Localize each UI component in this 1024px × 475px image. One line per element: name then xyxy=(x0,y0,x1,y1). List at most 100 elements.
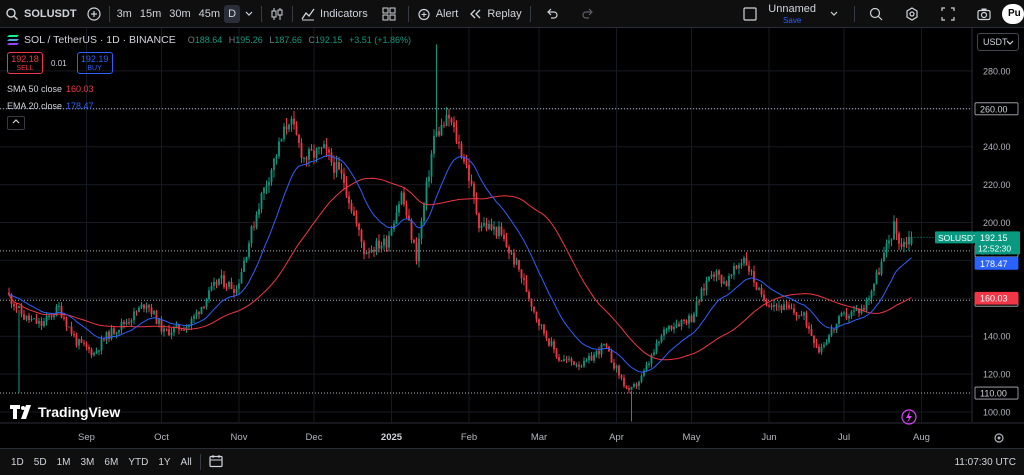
symbol-search-button[interactable]: SOLUSDT xyxy=(0,0,82,28)
tradingview-logo[interactable]: TradingView xyxy=(10,404,120,420)
chart-type-button[interactable] xyxy=(265,0,289,28)
sell-button[interactable]: 192.18 SELL xyxy=(7,52,43,74)
undo-button[interactable] xyxy=(534,0,570,28)
candle-body xyxy=(50,316,53,318)
candle-body xyxy=(120,321,123,330)
range-all[interactable]: All xyxy=(180,456,192,468)
candle-body xyxy=(890,239,893,241)
candle-body xyxy=(288,124,290,130)
snapshot-button[interactable] xyxy=(966,0,1002,28)
logo-text: TradingView xyxy=(38,404,121,420)
ema-legend[interactable]: EMA 20 close 178.47 xyxy=(7,101,94,111)
candle-body xyxy=(85,343,88,348)
interval-dropdown[interactable] xyxy=(240,0,258,28)
open-label: O xyxy=(187,35,195,45)
y-tick-label: 200.00 xyxy=(983,218,1011,228)
legend-collapse-button[interactable] xyxy=(7,116,25,130)
candle-body xyxy=(278,141,280,157)
interval-15m[interactable]: 15m xyxy=(139,7,162,20)
x-tick-label: Jul xyxy=(838,432,850,443)
candle-body xyxy=(158,319,160,324)
candle-body xyxy=(760,287,763,295)
utc-clock[interactable]: 11:07:30 UTC xyxy=(954,457,1016,468)
y-tick-label: 100.00 xyxy=(983,408,1011,418)
buy-button[interactable]: 192.19 BUY xyxy=(76,52,113,74)
redo-button[interactable] xyxy=(570,0,606,28)
y-tick-label: 120.00 xyxy=(983,370,1011,380)
layout-name-button[interactable]: Unnamed Save xyxy=(738,0,851,28)
interval-30m[interactable]: 30m xyxy=(169,7,191,20)
candle-body xyxy=(313,150,315,158)
candle-body xyxy=(53,315,55,318)
x-tick-label: Mar xyxy=(531,432,547,443)
candle-body xyxy=(145,305,148,309)
candle-body xyxy=(470,180,473,184)
compare-symbol-button[interactable] xyxy=(82,0,106,28)
interval-d[interactable]: D xyxy=(224,4,241,23)
candle-body xyxy=(33,318,35,320)
sma-legend[interactable]: SMA 50 close 160.03 xyxy=(7,84,94,94)
candles-icon xyxy=(271,7,283,20)
interval-45m[interactable]: 45m xyxy=(198,7,221,20)
candle-body xyxy=(830,329,833,336)
candle-body xyxy=(840,312,843,317)
candle-body xyxy=(235,288,238,293)
interval-3m[interactable]: 3m xyxy=(116,7,132,20)
range-1y[interactable]: 1Y xyxy=(158,456,171,468)
candle-body xyxy=(905,241,908,245)
candle-body xyxy=(590,355,593,361)
candle-body xyxy=(478,213,480,229)
replay-label: Replay xyxy=(487,7,522,20)
candle-body xyxy=(155,310,158,324)
candle-body xyxy=(665,329,668,331)
candle-body xyxy=(253,226,255,228)
quick-search-button[interactable] xyxy=(858,0,894,28)
candle-body xyxy=(125,322,128,324)
goto-date-button[interactable] xyxy=(204,454,228,471)
range-3m[interactable]: 3M xyxy=(80,456,95,468)
candle-body xyxy=(493,226,495,230)
candle-body xyxy=(250,226,253,244)
indicators-button[interactable]: Indicators xyxy=(296,0,373,28)
ema-20-line xyxy=(8,154,912,373)
candle-body xyxy=(875,272,878,284)
range-1d[interactable]: 1D xyxy=(11,456,24,468)
candle-body xyxy=(90,349,93,356)
range-6m[interactable]: 6M xyxy=(104,456,119,468)
candle-body xyxy=(435,131,438,136)
candle-body xyxy=(548,338,550,346)
candle-body xyxy=(573,361,575,365)
candle-body xyxy=(733,266,735,275)
low-label: L xyxy=(269,35,275,45)
range-1m[interactable]: 1M xyxy=(56,456,71,468)
currency-selector[interactable]: USDT xyxy=(977,33,1019,51)
candle-body xyxy=(415,242,418,262)
replay-button[interactable]: Replay xyxy=(463,0,526,28)
grid-icon xyxy=(382,7,396,20)
candle-body xyxy=(895,221,898,234)
alert-button[interactable]: Alert xyxy=(412,0,464,28)
candle-body xyxy=(378,240,380,249)
candle-body xyxy=(210,285,213,291)
candle-body xyxy=(598,350,600,355)
candle-body xyxy=(60,305,63,318)
candle-body xyxy=(328,149,330,153)
publish-button[interactable]: Pu xyxy=(1002,4,1024,24)
range-5d[interactable]: 5D xyxy=(33,456,47,468)
candle-body xyxy=(438,131,440,136)
range-ytd[interactable]: YTD xyxy=(128,456,149,468)
candle-body xyxy=(535,311,538,320)
candle-body xyxy=(35,318,38,324)
candle-body xyxy=(110,328,113,339)
candle-body xyxy=(490,224,493,230)
fullscreen-button[interactable] xyxy=(930,0,966,28)
candle-body xyxy=(223,275,225,288)
legend-title[interactable]: SOL / TetherUS · 1D · BINANCE xyxy=(24,34,176,46)
price-chart[interactable]: 100.00120.00140.00160.00180.00200.00220.… xyxy=(0,28,1024,448)
candle-body xyxy=(498,226,500,237)
candle-body xyxy=(633,384,635,387)
settings-button[interactable] xyxy=(894,0,930,28)
layouts-button[interactable] xyxy=(373,0,405,28)
candle-body xyxy=(698,301,700,303)
candle-body xyxy=(648,363,650,365)
